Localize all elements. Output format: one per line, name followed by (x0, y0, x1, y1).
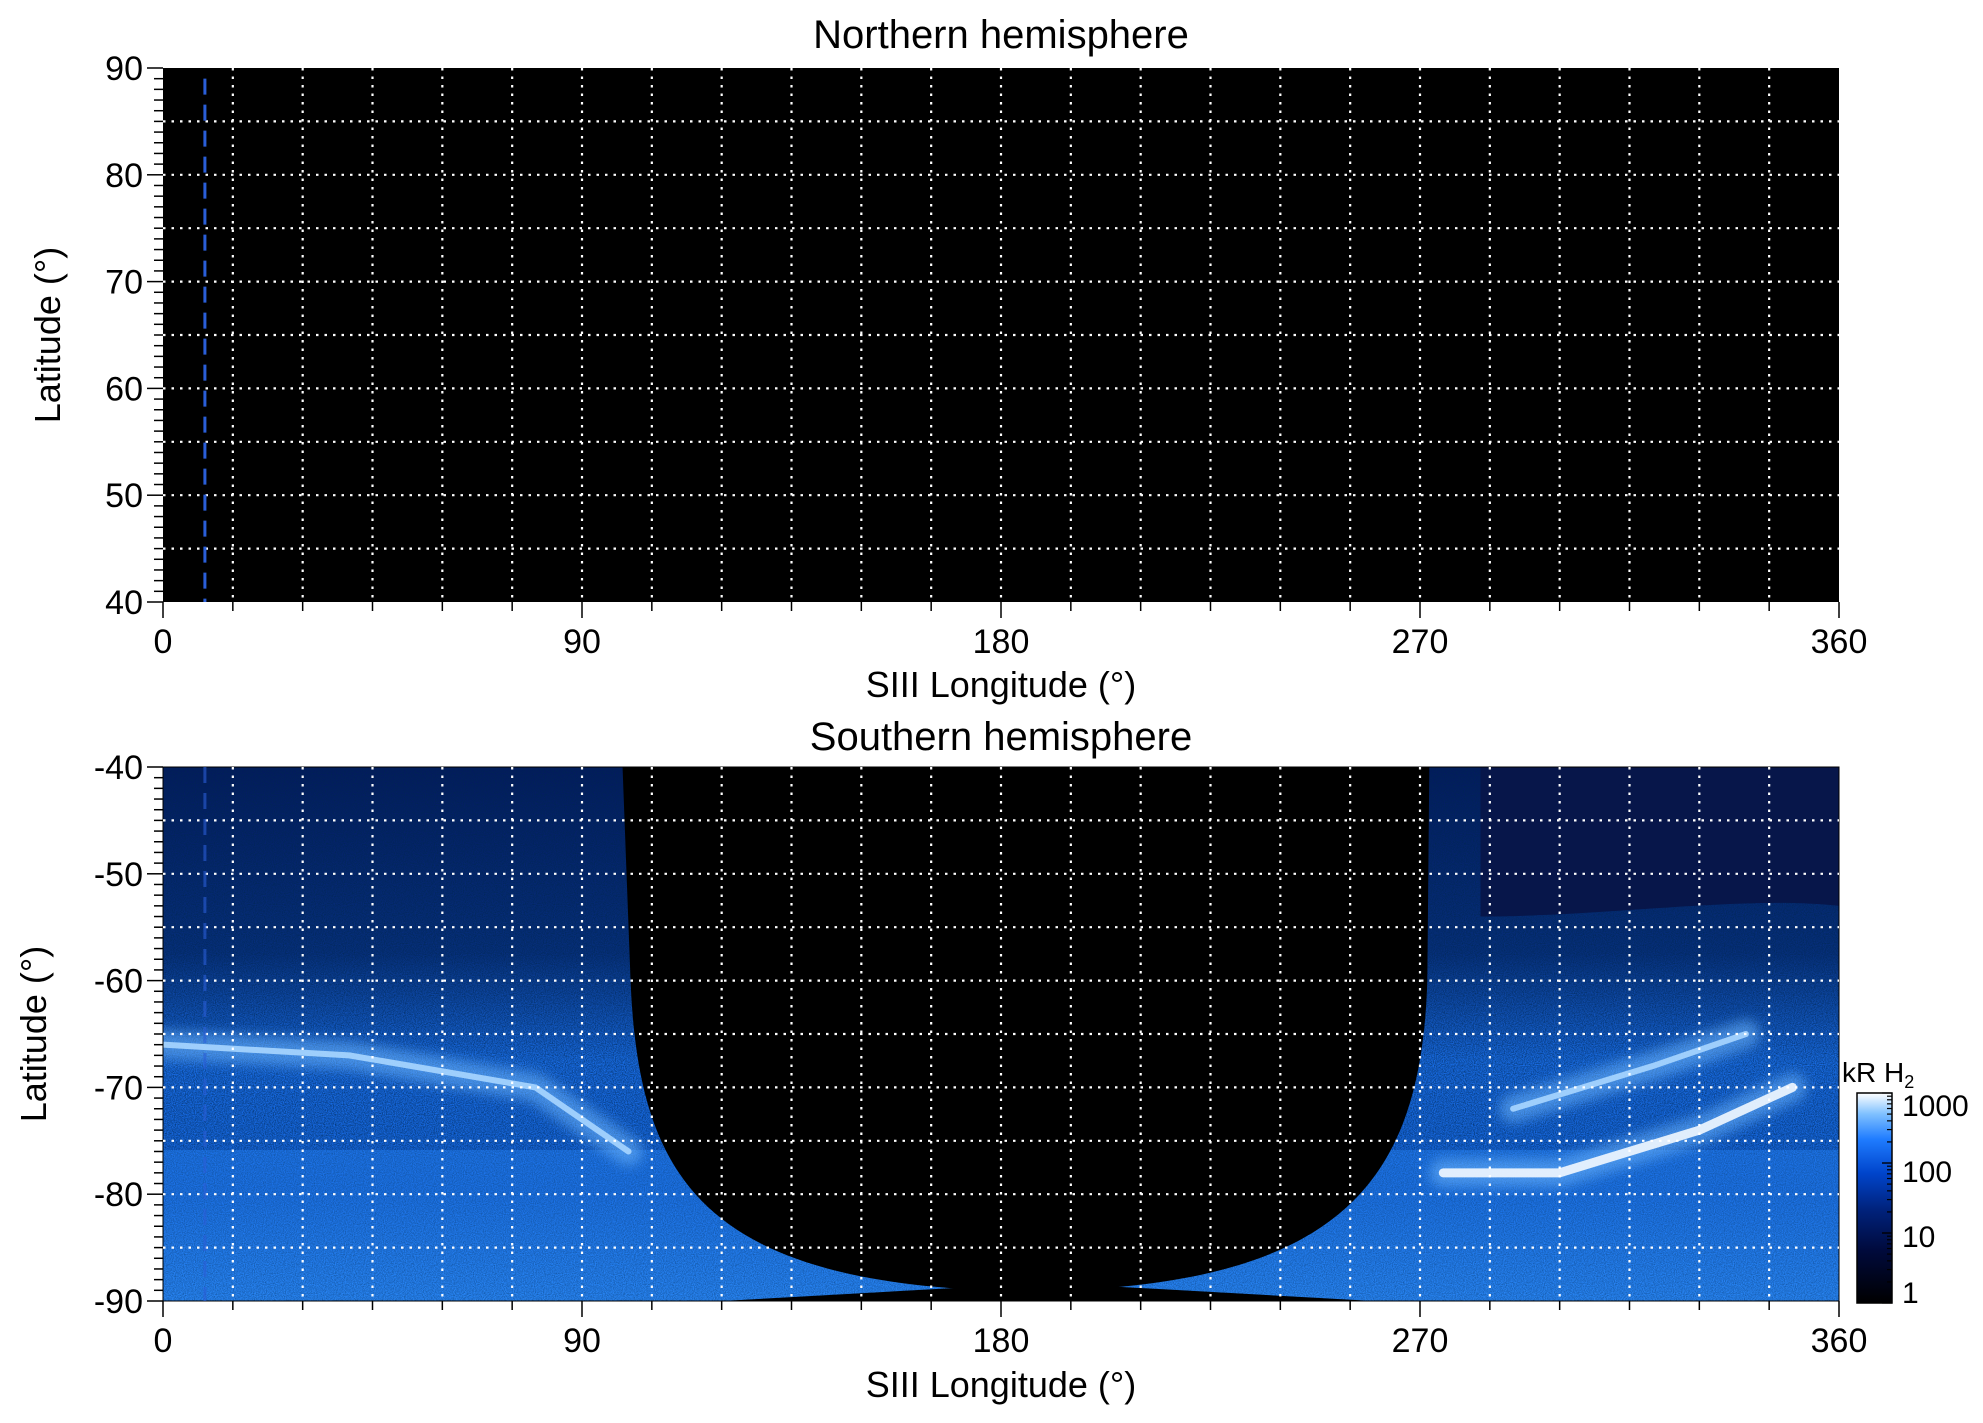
north-minor-ticks (147, 67, 1840, 618)
x-tick-label: 180 (973, 1322, 1030, 1360)
north-x-tick-labels: 0 90 180 270 360 (154, 623, 1868, 661)
y-tick-label: 70 (105, 264, 143, 302)
panel-south: Southern hemisphere 0 90 180 270 360 -40-50-… (13, 715, 1867, 1405)
south-image (163, 767, 1839, 1301)
north-plot-area (163, 68, 1839, 602)
colorbar-tick-10: 10 (1902, 1221, 1935, 1254)
y-tick-label: -70 (94, 1069, 143, 1107)
south-upper-right-region (1480, 767, 1839, 917)
x-tick-label: 0 (154, 623, 173, 661)
y-tick-label: 80 (105, 157, 143, 195)
south-y-tick-labels: -40 -50 -60 -70 -80 -90 (94, 749, 143, 1321)
x-tick-label: 180 (973, 623, 1030, 661)
south-title: Southern hemisphere (810, 715, 1192, 759)
y-tick-label: -50 (94, 856, 143, 894)
south-x-tick-labels: 0 90 180 270 360 (154, 1322, 1868, 1360)
south-no-data-region (622, 767, 1430, 1291)
south-y-axis-label: Latitude (°) (13, 946, 54, 1122)
north-y-tick-labels: 90 80 70 60 50 40 (105, 50, 143, 622)
colorbar-tick-100: 100 (1902, 1156, 1952, 1189)
y-tick-label: 90 (105, 50, 143, 88)
auroral-arc-core (1510, 1031, 1749, 1112)
x-tick-label: 270 (1392, 1322, 1449, 1360)
x-tick-label: 270 (1392, 623, 1449, 661)
colorbar-gradient (1856, 1092, 1893, 1304)
y-tick-label: 40 (105, 584, 143, 622)
y-tick-label: -60 (94, 963, 143, 1001)
y-tick-label: -90 (94, 1283, 143, 1321)
x-tick-label: 360 (1811, 1322, 1868, 1360)
y-tick-label: 60 (105, 370, 143, 408)
colorbar-label: kR H2 (1842, 1057, 1914, 1092)
y-tick-label: 50 (105, 477, 143, 515)
south-minor-ticks (147, 766, 1840, 1317)
panel-north: Northern hemisphere 0 90 180 270 360 90 80 70 6… (27, 13, 1867, 705)
south-x-axis-label: SIII Longitude (°) (866, 1364, 1137, 1405)
colorbar-minor-ticks (1882, 1092, 1892, 1304)
colorbar-tick-1: 1 (1902, 1277, 1919, 1310)
x-tick-label: 360 (1811, 623, 1868, 661)
north-x-axis-label: SIII Longitude (°) (866, 664, 1137, 705)
auroral-arc-core (163, 1041, 632, 1155)
colorbar-tick-1000: 1000 (1902, 1090, 1969, 1123)
y-tick-label: -80 (94, 1176, 143, 1214)
north-title: Northern hemisphere (813, 13, 1189, 57)
y-tick-label: -40 (94, 749, 143, 787)
colorbar: kR H2 1000 100 10 1 (1842, 1057, 1969, 1310)
x-tick-label: 0 (154, 1322, 173, 1360)
x-tick-label: 90 (563, 623, 601, 661)
x-tick-label: 90 (563, 1322, 601, 1360)
north-y-axis-label: Latitude (°) (27, 247, 68, 423)
